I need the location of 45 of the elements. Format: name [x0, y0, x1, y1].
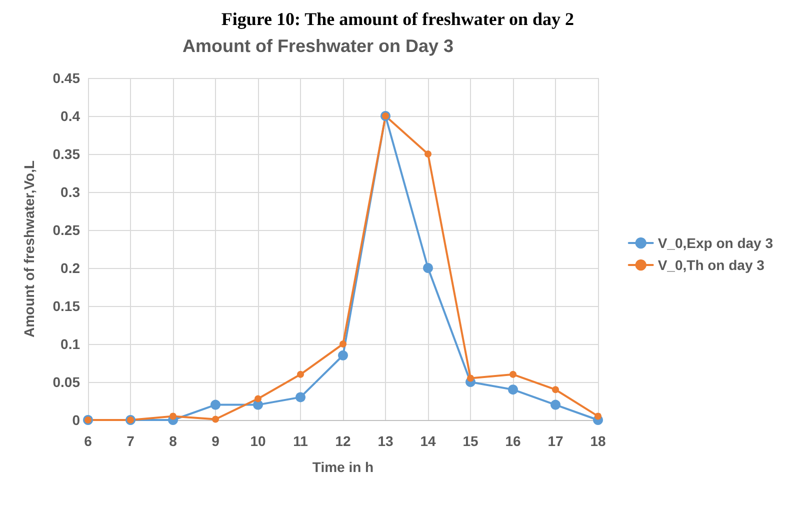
caption: Figure 10: The amount of freshwater on day 2 — [221, 9, 574, 29]
x-axis-title: Time in h — [312, 459, 374, 475]
x-tick-label: 6 — [84, 433, 92, 449]
point — [550, 400, 560, 410]
y-tick-label: 0.15 — [52, 298, 80, 314]
x-tick-label: 11 — [293, 433, 308, 449]
x-tick-label: 18 — [590, 433, 606, 449]
x-tick-label: 16 — [505, 433, 521, 449]
point — [467, 374, 474, 382]
y-tick-label: 0.25 — [52, 222, 80, 238]
x-tick-label: 8 — [169, 433, 178, 449]
point — [340, 340, 346, 348]
x-tick-label: 7 — [126, 433, 135, 449]
point — [212, 416, 219, 423]
legend-label: V_0,Th on day 3 — [658, 257, 765, 273]
point — [170, 412, 176, 420]
point — [254, 395, 262, 402]
y-tick-label: 0.05 — [52, 374, 80, 390]
point — [297, 370, 304, 378]
y-tick-label: 0 — [72, 412, 80, 428]
y-tick-label: 0.1 — [60, 336, 80, 352]
x-tick-label: 14 — [420, 433, 436, 449]
chart-title: Amount of Freshwater on Day 3 — [182, 36, 454, 56]
y-tick-label: 0.45 — [52, 70, 80, 86]
x-tick-label: 13 — [378, 433, 394, 449]
x-tick-label: 9 — [212, 433, 220, 449]
legend-label: V_0,Exp on day 3 — [658, 235, 774, 251]
point — [508, 384, 518, 395]
y-tick-label: 0.3 — [60, 184, 80, 200]
point — [424, 150, 432, 158]
y-tick-label: 0.2 — [60, 260, 80, 276]
x-tick-label: 15 — [462, 433, 478, 449]
point — [552, 386, 559, 394]
x-tick-label: 12 — [335, 433, 351, 449]
point — [510, 370, 516, 378]
point — [338, 350, 348, 360]
x-tick-label: 10 — [250, 433, 266, 449]
y-axis-title: Amount of freshwater,Vo,L — [21, 160, 37, 338]
y-tick-label: 0.35 — [52, 146, 80, 162]
y-tick-label: 0.4 — [60, 108, 80, 124]
point — [423, 263, 433, 273]
point — [210, 400, 220, 410]
x-tick-label: 17 — [548, 433, 564, 449]
point — [594, 412, 602, 420]
point — [296, 392, 306, 402]
